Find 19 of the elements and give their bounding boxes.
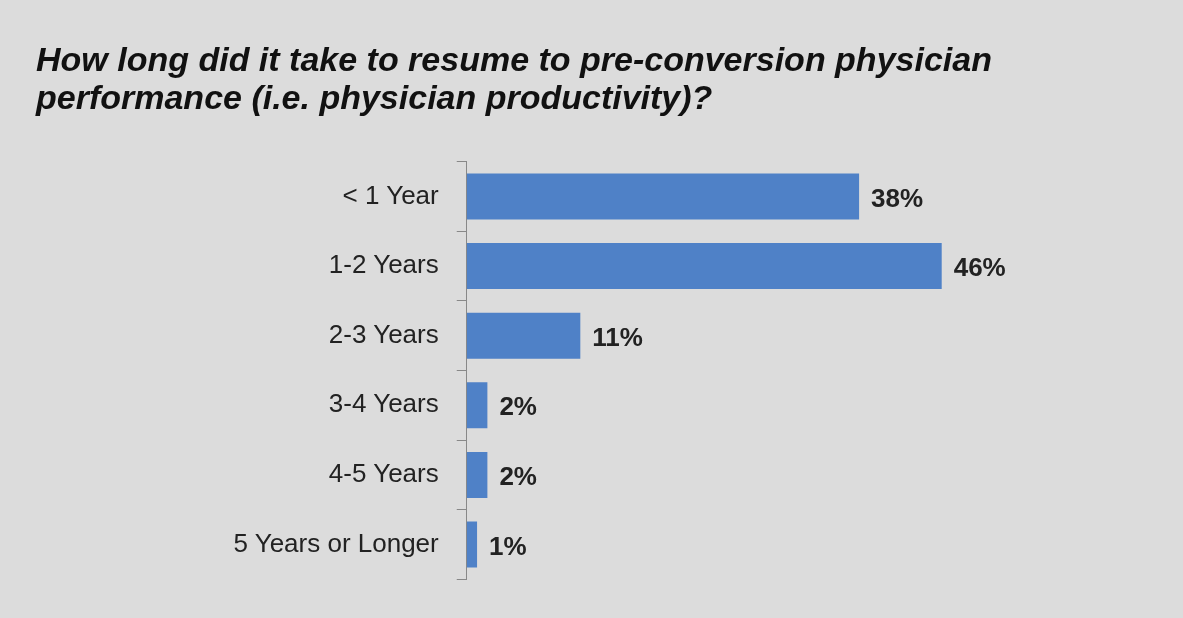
data-label: 11% [592,321,643,352]
y-tick-label: 4-5 Years [328,458,439,489]
data-label: 38% [871,182,924,213]
data-label: 46% [953,252,1006,283]
bar [466,312,581,359]
bar [466,521,478,568]
y-tick-label: 3-4 Years [328,388,439,419]
y-tick-label: < 1 Year [342,179,440,210]
y-tick-label: 1-2 Years [328,249,439,280]
y-tick-label: 2-3 Years [328,318,439,349]
bar [466,243,942,290]
bar [466,382,488,429]
data-label: 2% [499,461,537,492]
data-label: 2% [499,391,537,422]
chart-title: How long did it take to resume to pre-conversion physician performance (i.e. physician productivity)? [36,40,993,116]
data-label: 1% [489,530,527,561]
bar [466,173,860,220]
bar [466,451,488,498]
y-tick-label: 5 Years or Longer [233,527,440,558]
